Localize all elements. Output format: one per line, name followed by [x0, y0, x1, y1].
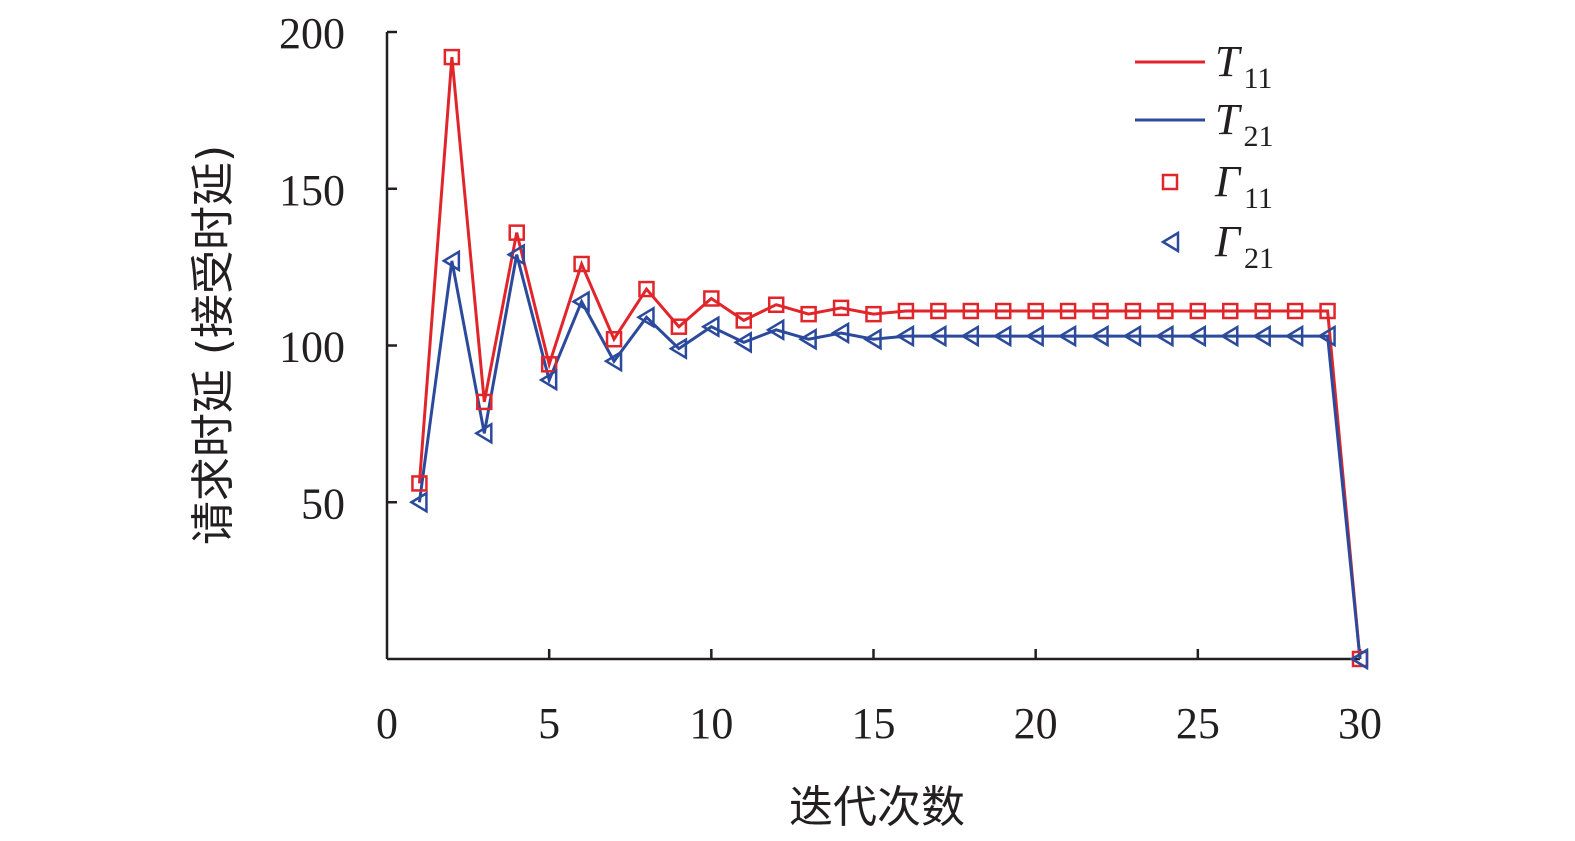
marker-triangle	[1122, 324, 1142, 348]
tick-labels: 0 5 10 15 20 25 30 50 100 150 200	[279, 9, 1382, 748]
legend-item: Γ 21	[1160, 217, 1274, 275]
marker-square	[638, 280, 655, 298]
marker-square	[508, 224, 525, 241]
marker-square	[897, 302, 915, 320]
marker-triangle	[473, 422, 493, 445]
legend-label: Γ 11	[1214, 157, 1273, 215]
x-tick-label: 25	[1176, 699, 1220, 748]
marker-square	[865, 305, 882, 323]
marker-square	[1319, 302, 1336, 320]
legend-label: Γ 21	[1214, 217, 1274, 275]
marker-triangle	[895, 324, 915, 348]
marker-triangle	[441, 249, 461, 273]
marker-triangle	[1187, 324, 1207, 348]
marker-triangle	[603, 349, 623, 373]
y-axis-title: 请求时延 (接受时延)	[188, 145, 239, 545]
marker-square	[703, 290, 720, 307]
x-axis-title: 迭代次数	[789, 782, 965, 833]
series-markers	[409, 48, 1369, 671]
marker-square	[962, 302, 980, 320]
marker-square	[1059, 302, 1077, 320]
marker-triangle	[830, 321, 850, 345]
marker-triangle	[668, 337, 688, 360]
marker-triangle	[409, 491, 428, 514]
legend-item: T 11	[1135, 37, 1272, 95]
marker-triangle	[960, 324, 980, 348]
marker-triangle	[571, 290, 590, 313]
marker-square	[1124, 302, 1142, 320]
legend-marker-triangle	[1160, 230, 1180, 254]
marker-square	[411, 475, 428, 492]
marker-triangle	[506, 243, 525, 266]
series-line-t11	[417, 56, 1362, 660]
legend-label: T 21	[1215, 95, 1273, 153]
marker-square	[832, 299, 850, 317]
marker-triangle	[733, 331, 753, 354]
marker-triangle	[927, 324, 947, 348]
y-tick-label: 100	[279, 323, 345, 372]
marker-square	[1254, 302, 1271, 320]
y-tick-label: 150	[279, 166, 345, 215]
marker-square	[670, 318, 688, 335]
y-tick-label: 200	[279, 9, 345, 58]
x-tick-label: 0	[376, 699, 398, 748]
marker-triangle	[1284, 324, 1304, 348]
marker-square	[1222, 302, 1239, 320]
y-tick-label: 50	[301, 479, 345, 528]
x-tick-label: 20	[1014, 699, 1058, 748]
marker-square	[540, 356, 558, 373]
legend-marker-square	[1161, 173, 1179, 191]
x-tick-label: 15	[852, 699, 896, 748]
marker-triangle	[1154, 324, 1174, 348]
marker-triangle	[798, 328, 817, 351]
marker-triangle	[700, 315, 720, 338]
marker-triangle	[1219, 324, 1239, 348]
marker-square	[1092, 302, 1109, 320]
x-tick-label: 30	[1338, 699, 1382, 748]
marker-square	[800, 305, 817, 323]
x-tick-label: 5	[538, 699, 560, 748]
marker-square	[605, 330, 623, 348]
marker-square	[1189, 302, 1207, 320]
x-tick-label: 10	[689, 699, 733, 748]
marker-square	[994, 302, 1012, 320]
marker-triangle	[1025, 324, 1044, 348]
series-line-t21	[417, 254, 1362, 660]
marker-square	[573, 255, 590, 273]
marker-square	[476, 393, 493, 411]
marker-triangle	[1349, 647, 1369, 671]
marker-triangle	[636, 306, 655, 329]
marker-square	[1027, 302, 1044, 320]
marker-square	[735, 312, 753, 329]
marker-triangle	[765, 318, 785, 342]
marker-square	[930, 302, 947, 320]
series-lines	[417, 56, 1362, 660]
marker-triangle	[1252, 324, 1271, 348]
marker-square	[443, 48, 461, 66]
ticks	[387, 30, 1362, 659]
marker-triangle	[1317, 324, 1336, 348]
marker-square	[1157, 302, 1174, 320]
marker-triangle	[538, 368, 558, 392]
marker-square	[767, 296, 785, 313]
legend-item: Γ 11	[1161, 157, 1273, 215]
legend: T 11T 21Γ 11Γ 21	[1135, 37, 1274, 275]
marker-triangle	[1090, 324, 1109, 348]
legend-item: T 21	[1135, 95, 1273, 153]
marker-triangle	[992, 324, 1012, 348]
marker-square	[1286, 302, 1304, 320]
marker-triangle	[863, 328, 882, 351]
marker-triangle	[1057, 324, 1077, 348]
legend-label: T 11	[1215, 37, 1272, 95]
